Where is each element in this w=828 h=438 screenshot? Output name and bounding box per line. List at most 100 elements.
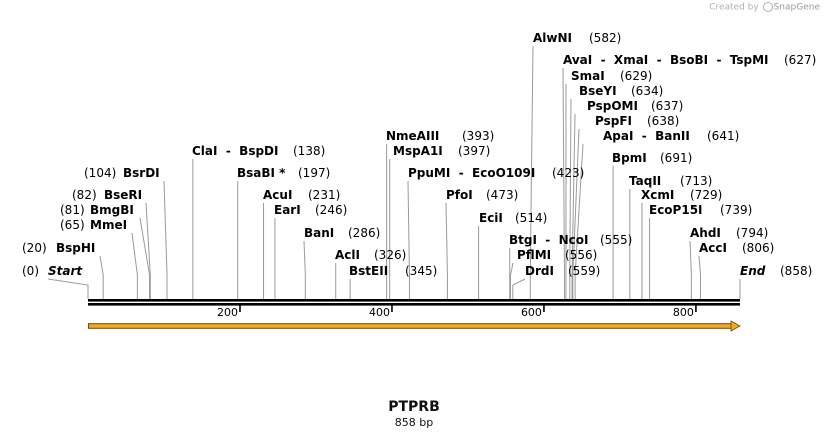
site-label-pfoi[interactable]: PfoI: [446, 188, 473, 202]
site-label-bani[interactable]: BanI: [304, 226, 334, 240]
site-label-xcmi[interactable]: XcmI: [641, 188, 674, 202]
site-label-ecop15i[interactable]: EcoP15I: [649, 203, 703, 217]
site-label-bsrdi[interactable]: BsrDI: [123, 166, 160, 180]
site-line-alwni: [529, 45, 534, 299]
site-position-mspa1i: (397): [458, 144, 490, 158]
site-line-ppumi: [407, 180, 410, 299]
ruler-label-200: 200: [217, 306, 238, 319]
site-position-apai: (641): [707, 129, 739, 143]
site-label-ppumi[interactable]: PpuMI - EcoO109I: [408, 166, 535, 180]
site-position-drdi: (559): [568, 264, 600, 278]
site-line-pspfi: [572, 128, 580, 299]
site-label-drdi[interactable]: DrdI: [525, 264, 554, 278]
site-label-acui[interactable]: AcuI: [263, 188, 292, 202]
site-line-apai: [574, 143, 584, 299]
construct-name: PTPRB: [388, 399, 440, 415]
site-position-acli: (326): [374, 248, 406, 262]
site-position-bsrdi: (104): [84, 166, 116, 180]
site-line-psp0mi: [571, 113, 576, 299]
site-position-acci: (806): [742, 241, 774, 255]
site-position-bpmi: (691): [660, 151, 692, 165]
site-label-taqii[interactable]: TaqII: [629, 174, 661, 188]
site-label-eari[interactable]: EarI: [274, 203, 301, 217]
site-position-pflmi: (556): [565, 248, 597, 262]
credit-prefix: Created by: [709, 2, 759, 13]
site-label-bseri[interactable]: BseRI: [104, 188, 142, 202]
site-label-pflmi[interactable]: PflMI: [517, 248, 551, 262]
site-line-bani: [303, 240, 306, 299]
site-position-ecop15i: (739): [720, 203, 752, 217]
site-line-start: [47, 278, 89, 299]
ruler-label-800: 800: [673, 306, 694, 319]
site-line-ahdi: [689, 240, 692, 299]
site-position-bsabi: (197): [298, 166, 330, 180]
site-position-acui: (231): [308, 188, 340, 202]
site-label-acci[interactable]: AccI: [699, 241, 727, 255]
orf-arrow-body[interactable]: [89, 324, 732, 328]
site-label-start[interactable]: Start: [48, 264, 83, 278]
site-position-ecii: (514): [515, 211, 547, 225]
site-label-pspfi[interactable]: PspFI: [595, 114, 632, 128]
site-label-nmeaiii[interactable]: NmeAIII: [386, 129, 439, 143]
site-label-bmgbi[interactable]: BmgBI: [90, 203, 134, 217]
site-label-avai[interactable]: AvaI - XmaI - BsoBI - TspMI: [563, 53, 769, 67]
site-line-bseri: [145, 202, 151, 299]
site-line-pflmi: [510, 262, 514, 299]
backbone-bottom-strand: [88, 303, 740, 306]
site-position-avai: (627): [784, 53, 816, 67]
backbone-top-strand: [88, 299, 740, 302]
site-position-nmeaiii: (393): [462, 129, 494, 143]
site-label-bsteii[interactable]: BstEII: [349, 264, 388, 278]
site-label-psp0mi[interactable]: PspOMI: [587, 99, 638, 113]
site-label-mspa1i[interactable]: MspA1I: [393, 144, 443, 158]
site-label-btgi[interactable]: BtgI - NcoI: [509, 233, 589, 247]
construct-size: 858 bp: [394, 416, 434, 429]
site-position-xcmi: (729): [690, 188, 722, 202]
site-label-bsphi[interactable]: BspHI: [56, 241, 95, 255]
site-line-avai: [562, 67, 565, 299]
orf-arrow[interactable]: [88, 320, 741, 332]
site-position-bseyi: (634): [631, 84, 663, 98]
site-lines: [47, 45, 741, 299]
site-label-acli[interactable]: AclI: [335, 248, 360, 262]
site-position-pfoi: (473): [486, 188, 518, 202]
site-labels: Start (0) BspHI (20) MmeI (65) BmgBI (81) BseRI (…: [22, 31, 816, 278]
site-position-end: (858): [780, 264, 812, 278]
site-label-apai[interactable]: ApaI - BanII: [603, 129, 690, 143]
snapgene-logo-icon: [762, 2, 773, 12]
site-label-end[interactable]: End: [740, 264, 766, 278]
dna-backbone: [88, 299, 740, 306]
site-position-smai: (629): [620, 69, 652, 83]
site-position-bmgbi: (81): [60, 203, 85, 217]
site-position-bani: (286): [348, 226, 380, 240]
site-line-acci: [698, 255, 701, 299]
site-line-pfoi: [445, 202, 448, 299]
ruler-label-400: 400: [369, 306, 390, 319]
site-label-smai[interactable]: SmaI: [571, 69, 605, 83]
site-position-eari: (246): [315, 203, 347, 217]
site-position-start: (0): [22, 264, 39, 278]
site-position-alwni: (582): [589, 31, 621, 45]
site-label-clai[interactable]: ClaI - BspDI: [192, 144, 278, 158]
site-label-bsabi[interactable]: BsaBI *: [237, 166, 286, 180]
site-position-psp0mi: (637): [651, 99, 683, 113]
site-position-mmei: (65): [60, 218, 85, 232]
site-label-mmei[interactable]: MmeI: [90, 218, 127, 232]
site-label-ahdi[interactable]: AhdI: [690, 226, 721, 240]
ruler: 200 400 600 800: [217, 305, 697, 319]
credit-brand: SnapGene: [773, 2, 820, 13]
site-position-ahdi: (794): [736, 226, 768, 240]
site-position-btgi: (555): [600, 233, 632, 247]
site-position-ppumi: (423): [552, 166, 584, 180]
site-position-bsteii: (345): [405, 264, 437, 278]
site-line-bsrdi: [163, 180, 168, 299]
site-position-clai: (138): [293, 144, 325, 158]
site-line-bseyi: [569, 98, 572, 299]
site-label-ecii[interactable]: EciI: [479, 211, 503, 225]
site-label-alwni[interactable]: AlwNI: [533, 31, 572, 45]
site-line-bsphi: [99, 255, 104, 299]
site-line-mmei: [131, 232, 138, 299]
site-label-bseyi[interactable]: BseYI: [579, 84, 617, 98]
site-label-bpmi[interactable]: BpmI: [612, 151, 647, 165]
site-position-bsphi: (20): [22, 241, 47, 255]
